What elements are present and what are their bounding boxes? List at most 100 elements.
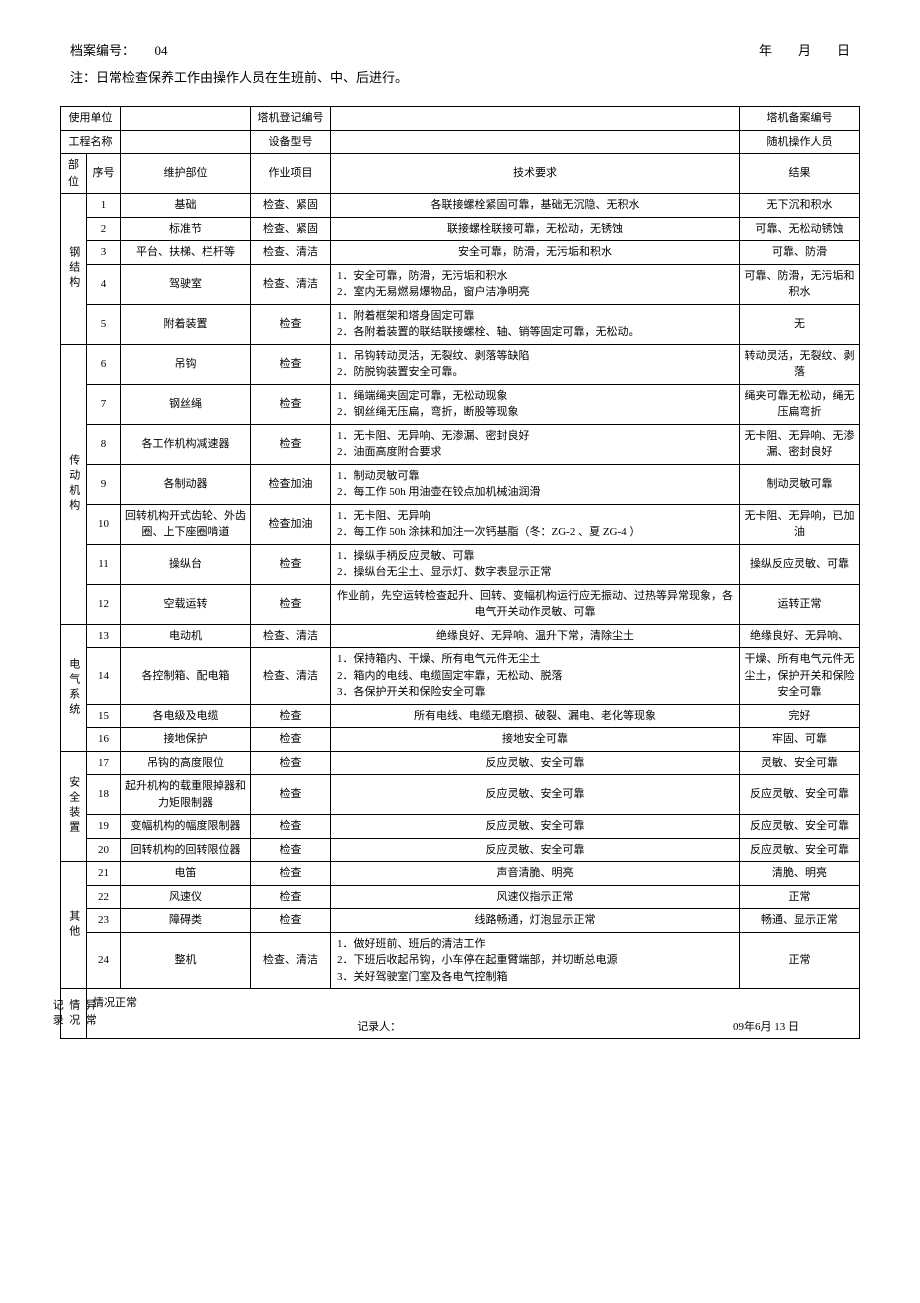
row-req: 1．无卡阻、无异响、无渗漏、密封良好 2．油面高度附合要求 [331, 424, 740, 464]
footer-content: 情况正常 记录人： 09年6月 13 日 [87, 989, 860, 1039]
row-num: 14 [87, 648, 121, 705]
row-work: 检查 [251, 584, 331, 624]
section-label: 其他 [61, 862, 87, 989]
section-label: 传动机构 [61, 344, 87, 624]
table-row: 7钢丝绳检查1．绳端绳夹固定可靠，无松动现象 2．钢丝绳无压扁，弯折，断股等现象… [61, 384, 860, 424]
row-part: 回转机构的回转限位器 [121, 838, 251, 862]
row-result: 反应灵敏、安全可靠 [740, 775, 860, 815]
row-result: 无卡阻、无异响，已加油 [740, 504, 860, 544]
info-row: 工程名称 设备型号 随机操作人员 [61, 130, 860, 154]
row-result: 反应灵敏、安全可靠 [740, 838, 860, 862]
row-num: 2 [87, 217, 121, 241]
table-row: 15各电级及电缆检查所有电线、电缆无磨损、破裂、漏电、老化等现象完好 [61, 704, 860, 728]
row-num: 4 [87, 264, 121, 304]
row-num: 5 [87, 304, 121, 344]
row-req: 1．安全可靠，防滑，无污垢和积水 2．室内无易燃易爆物品，窗户洁净明亮 [331, 264, 740, 304]
row-req: 1．附着框架和塔身固定可靠 2．各附着装置的联结联接螺栓、轴、销等固定可靠，无松… [331, 304, 740, 344]
row-work: 检查、紧固 [251, 217, 331, 241]
row-num: 7 [87, 384, 121, 424]
row-result: 可靠、防滑 [740, 241, 860, 265]
row-num: 16 [87, 728, 121, 752]
footer-row: 异常情况记录 情况正常 记录人： 09年6月 13 日 [61, 989, 860, 1039]
row-work: 检查 [251, 862, 331, 886]
row-work: 检查 [251, 704, 331, 728]
date-placeholder: 年 月 日 [759, 40, 850, 59]
row-work: 检查 [251, 751, 331, 775]
table-row: 22风速仪检查风速仪指示正常正常 [61, 885, 860, 909]
row-result: 干燥、所有电气元件无尘土，保护开关和保险安全可靠 [740, 648, 860, 705]
row-result: 运转正常 [740, 584, 860, 624]
row-num: 10 [87, 504, 121, 544]
row-req: 1．做好班前、班后的清洁工作 2．下班后收起吊钩，小车停在起重臂端部，并切断总电… [331, 932, 740, 989]
row-result: 无 [740, 304, 860, 344]
row-part: 电动机 [121, 624, 251, 648]
row-result: 灵敏、安全可靠 [740, 751, 860, 775]
row-part: 各电级及电缆 [121, 704, 251, 728]
row-result: 可靠、防滑，无污垢和积水 [740, 264, 860, 304]
row-work: 检查 [251, 424, 331, 464]
table-row: 19变幅机构的幅度限制器检查反应灵敏、安全可靠反应灵敏、安全可靠 [61, 815, 860, 839]
row-work: 检查、清洁 [251, 241, 331, 265]
row-part: 接地保护 [121, 728, 251, 752]
row-work: 检查 [251, 344, 331, 384]
table-row: 电气系统13电动机检查、清洁绝缘良好、无异响、温升下常，清除尘土绝缘良好、无异响… [61, 624, 860, 648]
row-num: 15 [87, 704, 121, 728]
row-num: 22 [87, 885, 121, 909]
row-result: 转动灵活，无裂纹、剥落 [740, 344, 860, 384]
table-row: 14各控制箱、配电箱检查、清洁1．保持箱内、干燥、所有电气元件无尘土 2．箱内的… [61, 648, 860, 705]
row-part: 标准节 [121, 217, 251, 241]
row-num: 19 [87, 815, 121, 839]
table-row: 5附着装置检查1．附着框架和塔身固定可靠 2．各附着装置的联结联接螺栓、轴、销等… [61, 304, 860, 344]
row-num: 8 [87, 424, 121, 464]
row-req: 1．保持箱内、干燥、所有电气元件无尘土 2．箱内的电线、电缆固定牢靠，无松动、脱… [331, 648, 740, 705]
row-work: 检查 [251, 838, 331, 862]
row-part: 吊钩 [121, 344, 251, 384]
footer-label: 异常情况记录 [61, 989, 87, 1039]
table-row: 20回转机构的回转限位器检查反应灵敏、安全可靠反应灵敏、安全可靠 [61, 838, 860, 862]
row-work: 检查 [251, 885, 331, 909]
row-part: 驾驶室 [121, 264, 251, 304]
row-part: 各控制箱、配电箱 [121, 648, 251, 705]
footer-status: 情况正常 [93, 997, 137, 1009]
row-work: 检查加油 [251, 504, 331, 544]
row-num: 1 [87, 194, 121, 218]
row-num: 24 [87, 932, 121, 989]
column-header: 部位 序号 维护部位 作业项目 技术要求 结果 [61, 154, 860, 194]
row-part: 基础 [121, 194, 251, 218]
row-part: 整机 [121, 932, 251, 989]
row-num: 12 [87, 584, 121, 624]
footer-date: 09年6月 13 日 [733, 1019, 799, 1036]
row-req: 1．绳端绳夹固定可靠，无松动现象 2．钢丝绳无压扁，弯折，断股等现象 [331, 384, 740, 424]
row-part: 风速仪 [121, 885, 251, 909]
row-part: 吊钩的高度限位 [121, 751, 251, 775]
row-req: 作业前，先空运转检查起升、回转、变幅机构运行应无振动、过热等异常现象，各电气开关… [331, 584, 740, 624]
row-work: 检查 [251, 909, 331, 933]
section-label: 钢结构 [61, 194, 87, 345]
row-req: 反应灵敏、安全可靠 [331, 838, 740, 862]
row-num: 18 [87, 775, 121, 815]
row-part: 平台、扶梯、栏杆等 [121, 241, 251, 265]
row-work: 检查、清洁 [251, 648, 331, 705]
row-num: 23 [87, 909, 121, 933]
col-num: 序号 [87, 154, 121, 194]
file-label: 塔机备案编号 [740, 107, 860, 131]
row-result: 无卡阻、无异响、无渗漏、密封良好 [740, 424, 860, 464]
section-label: 安全装置 [61, 751, 87, 862]
table-row: 其他21电笛检查声音清脆、明亮清脆、明亮 [61, 862, 860, 886]
row-result: 完好 [740, 704, 860, 728]
table-row: 传动机构6吊钩检查1．吊钩转动灵活，无裂纹、剥落等缺陷 2．防脱钩装置安全可靠。… [61, 344, 860, 384]
project-label: 工程名称 [61, 130, 121, 154]
row-part: 附着装置 [121, 304, 251, 344]
row-work: 检查 [251, 384, 331, 424]
table-row: 12空载运转检查作业前，先空运转检查起升、回转、变幅机构运行应无振动、过热等异常… [61, 584, 860, 624]
row-part: 变幅机构的幅度限制器 [121, 815, 251, 839]
row-req: 反应灵敏、安全可靠 [331, 775, 740, 815]
row-req: 反应灵敏、安全可靠 [331, 751, 740, 775]
row-result: 绝缘良好、无异响、 [740, 624, 860, 648]
row-result: 反应灵敏、安全可靠 [740, 815, 860, 839]
note-line: 注：日常检查保养工作由操作人员在生班前、中、后进行。 [60, 67, 860, 86]
row-req: 声音清脆、明亮 [331, 862, 740, 886]
row-part: 空载运转 [121, 584, 251, 624]
table-row: 4驾驶室检查、清洁1．安全可靠，防滑，无污垢和积水 2．室内无易燃易爆物品，窗户… [61, 264, 860, 304]
row-work: 检查 [251, 544, 331, 584]
